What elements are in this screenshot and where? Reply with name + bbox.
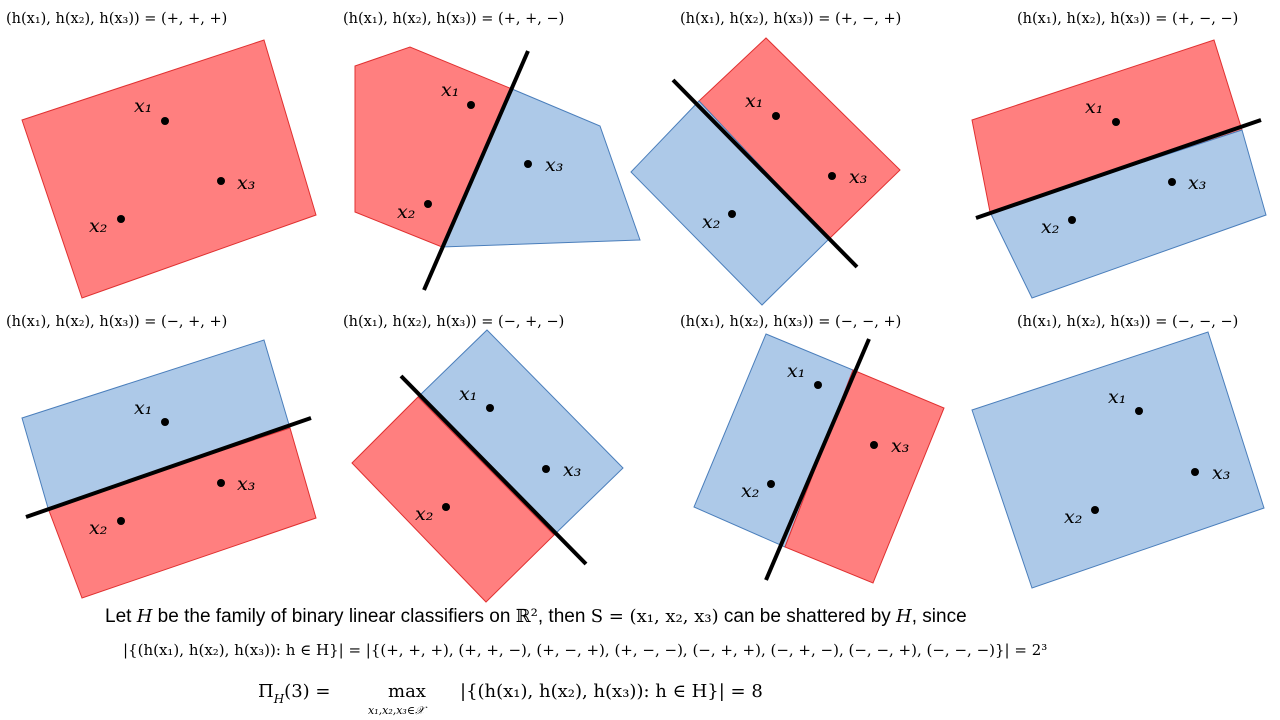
statement-family: be the family of binary linear classifie… (152, 606, 515, 627)
decision-boundary (764, 338, 871, 581)
max-operator: max (388, 681, 426, 702)
statement-H: H (136, 606, 153, 627)
decision-boundary (25, 416, 312, 519)
point-x2 (117, 215, 125, 223)
point-x3 (828, 172, 836, 180)
panel-5-caption: (h(x₁), h(x₂), h(x₃)) = (−, +, +) (6, 314, 227, 330)
growth-arg: (3) = (284, 681, 330, 702)
label-x1: x₁ (745, 90, 763, 112)
label-x3: x₃ (1188, 172, 1206, 194)
panel-2-caption: (h(x₁), h(x₂), h(x₃)) = (+, +, −) (343, 11, 564, 27)
statement-R2: ℝ² (516, 606, 538, 627)
panel-1: x₁ x₂ x₃ (21, 39, 317, 299)
growth-function-lhs: ΠH(3) = (258, 681, 330, 706)
point-x1 (161, 117, 169, 125)
label-x2: x₂ (1064, 506, 1082, 528)
panel-8: x₁ x₂ x₃ (971, 331, 1265, 589)
panel-5: x₁ x₂ x₃ (21, 339, 317, 599)
label-x2: x₂ (702, 211, 720, 233)
panel-7-caption: (h(x₁), h(x₂), h(x₃)) = (−, −, +) (680, 314, 901, 330)
label-x2: x₂ (89, 517, 107, 539)
label-x2: x₂ (89, 215, 107, 237)
point-x3 (524, 160, 532, 168)
positive-region (21, 39, 317, 299)
statement-H2: H (895, 606, 912, 627)
point-x1 (467, 101, 475, 109)
point-x2 (1068, 216, 1076, 224)
point-x1 (486, 404, 494, 412)
panel-6-caption: (h(x₁), h(x₂), h(x₃)) = (−, +, −) (343, 314, 564, 330)
decision-boundary (399, 374, 588, 566)
label-x3: x₃ (849, 166, 867, 188)
statement-let: Let (105, 606, 137, 627)
point-x3 (217, 479, 225, 487)
point-x3 (217, 177, 225, 185)
point-x3 (1168, 178, 1176, 186)
point-x1 (772, 112, 780, 120)
label-x3: x₃ (1212, 462, 1230, 484)
negative-region (971, 331, 1265, 589)
positive-region (351, 396, 555, 603)
point-x2 (767, 480, 775, 488)
point-x2 (728, 210, 736, 218)
label-x1: x₁ (1085, 96, 1103, 118)
label-x1: x₁ (1108, 386, 1126, 408)
point-x1 (1135, 407, 1143, 415)
label-x3: x₃ (237, 473, 255, 495)
label-x2: x₂ (741, 480, 759, 502)
decision-boundary (671, 78, 859, 269)
statement-S: S = (x₁, x₂, x₃) (591, 606, 719, 627)
label-x3: x₃ (237, 172, 255, 194)
positive-region (784, 369, 945, 584)
point-x2 (1091, 506, 1099, 514)
point-x1 (814, 381, 822, 389)
label-x2: x₂ (1041, 216, 1059, 238)
panel-6: x₁ x₂ x₃ (351, 329, 624, 603)
decision-boundary (422, 50, 530, 291)
panel-3-caption: (h(x₁), h(x₂), h(x₃)) = (+, −, +) (680, 11, 901, 27)
statement-then: , then (538, 606, 591, 627)
label-x1: x₁ (459, 383, 477, 405)
label-x2: x₂ (397, 201, 415, 223)
point-x2 (117, 517, 125, 525)
growth-function-rhs: |{(h(x₁), h(x₂), h(x₃)): h ∈ H}| = 8 (460, 681, 763, 702)
point-x1 (161, 418, 169, 426)
panel-2: x₁ x₂ x₃ (354, 46, 641, 291)
label-x1: x₁ (134, 397, 152, 419)
point-x3 (542, 465, 550, 473)
label-x1: x₁ (441, 79, 459, 101)
growth-pi: Π (258, 681, 274, 702)
panel-1-caption: (h(x₁), h(x₂), h(x₃)) = (+, +, +) (6, 11, 227, 27)
label-x3: x₃ (563, 459, 581, 481)
statement-since: , since (912, 606, 967, 627)
panel-8-caption: (h(x₁), h(x₂), h(x₃)) = (−, −, −) (1017, 314, 1238, 330)
panel-4: x₁ x₂ x₃ (971, 39, 1267, 299)
growth-function-equation: ΠH(3) = max x₁,x₂,x₃∈𝒳 |{(h(x₁), h(x₂), … (258, 681, 763, 717)
label-x3: x₃ (545, 154, 563, 176)
panel-7: x₁ x₂ x₃ (693, 333, 945, 584)
decision-boundary (975, 118, 1262, 220)
panel-3: x₁ x₂ x₃ (630, 37, 901, 306)
point-x3 (870, 441, 878, 449)
label-x2: x₂ (415, 503, 433, 525)
label-x1: x₁ (787, 360, 805, 382)
panel-4-caption: (h(x₁), h(x₂), h(x₃)) = (+, −, −) (1017, 11, 1238, 27)
point-x3 (1191, 468, 1199, 476)
point-x2 (424, 200, 432, 208)
point-x2 (442, 503, 450, 511)
label-x3: x₃ (891, 435, 909, 457)
point-x1 (1112, 118, 1120, 126)
growth-pi-sub: H (273, 692, 285, 706)
label-x1: x₁ (134, 95, 152, 117)
max-subscript: x₁,x₂,x₃∈𝒳 (368, 704, 428, 717)
dichotomy-count-equation: |{(h(x₁), h(x₂), h(x₃)): h ∈ H}| = |{(+,… (123, 641, 1047, 659)
shatter-statement: Let H be the family of binary linear cla… (105, 606, 967, 627)
statement-shattered: can be shattered by (719, 606, 896, 627)
